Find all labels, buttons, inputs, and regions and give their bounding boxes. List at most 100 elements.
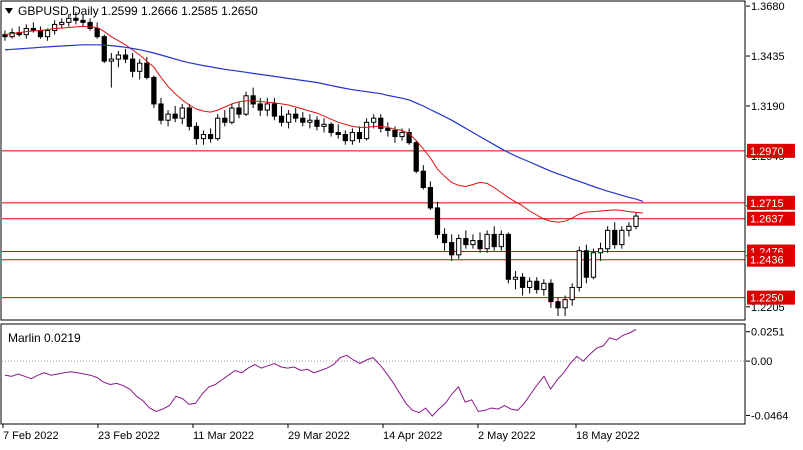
candle[interactable] — [222, 110, 228, 127]
candle[interactable] — [73, 12, 79, 25]
candle[interactable] — [264, 97, 270, 117]
candle[interactable] — [285, 110, 292, 129]
candle[interactable] — [512, 271, 519, 290]
candle-body-bear — [555, 301, 561, 309]
level-label: 1.2970 — [750, 146, 784, 158]
candle[interactable] — [271, 97, 278, 121]
candle[interactable] — [491, 226, 497, 251]
candle[interactable] — [548, 279, 554, 308]
candle[interactable] — [477, 232, 483, 253]
candle-body-bull — [569, 286, 575, 301]
candle[interactable] — [335, 124, 341, 139]
candle[interactable] — [562, 295, 568, 316]
candle[interactable] — [44, 28, 51, 41]
candle[interactable] — [597, 242, 604, 261]
candle[interactable] — [505, 232, 512, 284]
candle[interactable] — [541, 279, 547, 296]
candle[interactable] — [314, 116, 320, 131]
candle-body-bear — [612, 229, 618, 246]
candle[interactable] — [236, 101, 242, 119]
candle[interactable] — [307, 114, 313, 129]
candle[interactable] — [626, 222, 632, 237]
candle[interactable] — [257, 97, 263, 117]
x-tick-label: 29 Mar 2022 — [288, 430, 350, 442]
candle[interactable] — [342, 130, 348, 145]
candle-body-bear — [30, 28, 36, 32]
symbol-menu-triangle-icon[interactable] — [5, 8, 13, 14]
candle[interactable] — [470, 234, 476, 249]
candle[interactable] — [94, 22, 100, 39]
candle[interactable] — [527, 277, 533, 294]
candle[interactable] — [427, 181, 434, 210]
candle[interactable] — [278, 105, 285, 127]
candle[interactable] — [583, 244, 589, 284]
candle[interactable] — [165, 110, 171, 127]
candle[interactable] — [151, 75, 157, 109]
candle[interactable] — [2, 30, 8, 41]
candle[interactable] — [186, 103, 192, 131]
candle-body-bear — [293, 113, 299, 119]
candle[interactable] — [363, 118, 370, 141]
candle[interactable] — [193, 122, 200, 145]
candle[interactable] — [612, 222, 618, 249]
candle[interactable] — [456, 234, 462, 259]
candle[interactable] — [590, 248, 597, 280]
candle[interactable] — [420, 165, 426, 190]
candle[interactable] — [463, 230, 469, 249]
candle[interactable] — [172, 105, 178, 123]
candle[interactable] — [328, 122, 334, 137]
candle[interactable] — [243, 91, 249, 117]
candle-body-bull — [9, 32, 15, 38]
candle-body-bear — [328, 123, 334, 133]
candle[interactable] — [605, 226, 611, 253]
candle[interactable] — [356, 126, 363, 143]
candle-body-bull — [59, 21, 65, 25]
candle-body-bull — [562, 299, 568, 309]
candle-body-bear — [151, 76, 157, 105]
candle[interactable] — [122, 48, 129, 64]
candle[interactable] — [207, 128, 214, 143]
candle[interactable] — [619, 226, 625, 249]
candle[interactable] — [555, 297, 561, 316]
candle[interactable] — [378, 114, 384, 133]
candle[interactable] — [179, 103, 185, 125]
candle[interactable] — [498, 230, 504, 251]
candle[interactable] — [633, 212, 639, 230]
candle[interactable] — [250, 87, 256, 109]
candle[interactable] — [200, 130, 207, 145]
candle[interactable] — [300, 112, 306, 127]
candle[interactable] — [434, 201, 441, 239]
candle-body-bull — [619, 229, 625, 246]
candle[interactable] — [101, 34, 107, 64]
candle[interactable] — [321, 118, 327, 133]
candle[interactable] — [576, 246, 582, 292]
candle[interactable] — [484, 230, 490, 253]
candle[interactable] — [158, 97, 164, 125]
candle[interactable] — [66, 14, 72, 27]
candle[interactable] — [569, 283, 575, 306]
candle[interactable] — [349, 128, 356, 145]
candle[interactable] — [129, 52, 136, 78]
candle[interactable] — [87, 18, 93, 31]
candle[interactable] — [215, 114, 221, 141]
candle[interactable] — [229, 103, 235, 125]
candle-body-bear — [37, 30, 44, 38]
candle[interactable] — [59, 18, 65, 29]
candle-body-bear — [94, 28, 100, 38]
candle[interactable] — [137, 59, 143, 80]
candle[interactable] — [534, 277, 540, 294]
candle[interactable] — [80, 14, 86, 27]
candle[interactable] — [115, 50, 122, 68]
candle[interactable] — [52, 20, 58, 35]
candle[interactable] — [108, 52, 114, 88]
candle-body-bear — [300, 117, 306, 123]
candle[interactable] — [413, 140, 419, 174]
candle[interactable] — [406, 128, 412, 145]
candle[interactable] — [441, 228, 448, 251]
x-tick-label: 7 Feb 2022 — [3, 430, 59, 442]
candle[interactable] — [519, 273, 526, 296]
candle[interactable] — [293, 108, 299, 123]
candle[interactable] — [385, 122, 391, 137]
candle[interactable] — [449, 234, 455, 261]
